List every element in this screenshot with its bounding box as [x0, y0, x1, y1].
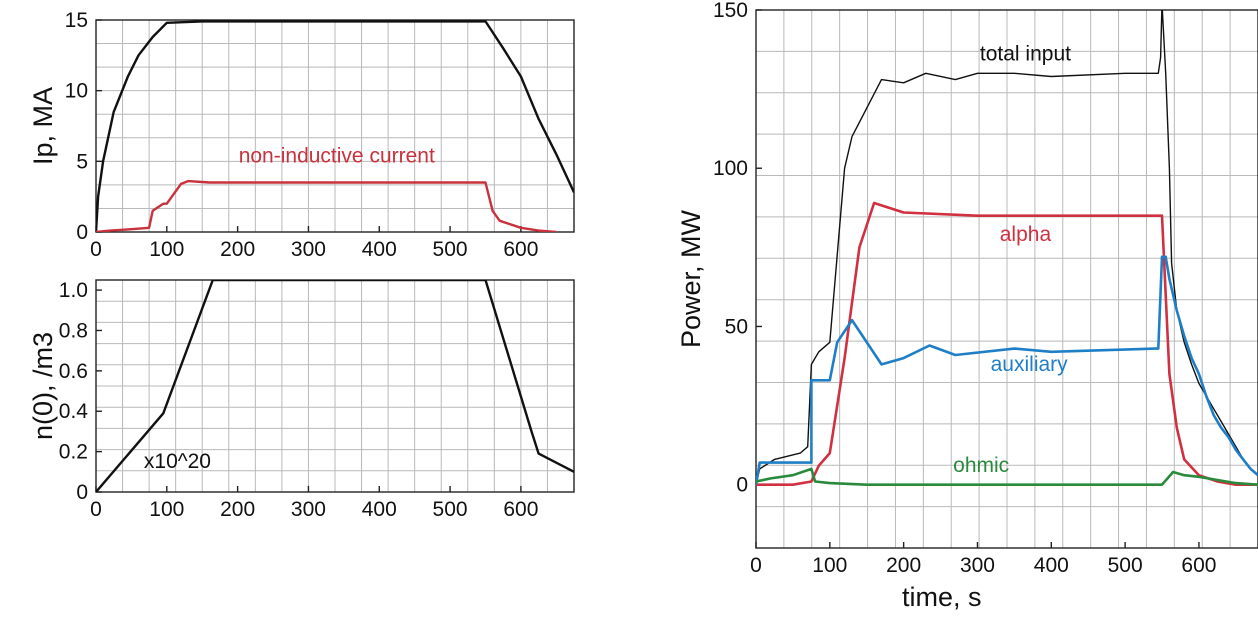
y-tick-label: 0.4 — [59, 400, 89, 423]
density-series-line0 — [96, 280, 574, 492]
ip-chart: 0 100 200 300 400 500 600 0 5 10 15 Ip, MA non-induc… — [28, 9, 575, 261]
power-series-auxiliary — [756, 255, 1258, 485]
y-tick-label: 0.2 — [59, 441, 88, 464]
power-x-axis-label: time, s — [902, 582, 982, 612]
y-tick-label: 0 — [736, 474, 748, 497]
x-tick-label: 300 — [960, 554, 995, 577]
x-tick-label: 200 — [220, 498, 255, 521]
power-y-axis-label: Power, MW — [676, 209, 706, 348]
annotation-auxiliary: auxiliary — [991, 353, 1069, 376]
x-tick-label: 200 — [886, 554, 921, 577]
x-tick-label: 100 — [812, 554, 847, 577]
x-tick-label: 0 — [90, 238, 102, 261]
x-tick-label: 500 — [433, 498, 468, 521]
y-tick-label: 15 — [65, 9, 88, 32]
y-tick-label: 0.8 — [59, 319, 88, 342]
annotation-x10-20: x10^20 — [144, 450, 211, 473]
ip-y-axis-label: Ip, MA — [28, 87, 58, 165]
y-tick-label: 100 — [713, 157, 748, 180]
x-tick-label: 400 — [362, 498, 397, 521]
x-tick-label: 400 — [1034, 554, 1069, 577]
x-tick-label: 400 — [362, 238, 397, 261]
y-tick-label: 0.6 — [59, 360, 88, 383]
x-tick-label: 600 — [1181, 554, 1216, 577]
power-series-alpha — [756, 201, 1258, 487]
x-tick-label: 600 — [503, 238, 538, 261]
x-tick-label: 600 — [503, 498, 538, 521]
x-tick-label: 200 — [220, 238, 255, 261]
y-tick-label: 10 — [65, 80, 88, 103]
power-chart: 0 100 200 300 400 500 600 0 50 100 150 Power, MW tim… — [676, 0, 1258, 612]
annotation-non-inductive-current: non-inductive current — [239, 145, 435, 168]
x-tick-label: 0 — [90, 498, 102, 521]
x-tick-label: 100 — [149, 238, 184, 261]
x-tick-label: 300 — [291, 238, 326, 261]
x-tick-label: 100 — [149, 498, 184, 521]
power-series-ohmic — [756, 467, 1258, 487]
annotation-ohmic: ohmic — [953, 454, 1009, 477]
ip-grid — [96, 20, 574, 232]
annotation-total-input: total input — [980, 43, 1071, 66]
density-y-axis-label: n(0), /m3 — [28, 332, 58, 440]
x-tick-label: 500 — [433, 238, 468, 261]
y-tick-label: 50 — [725, 315, 748, 338]
y-tick-label: 1.0 — [59, 279, 88, 302]
y-tick-label: 5 — [76, 150, 88, 173]
x-tick-label: 500 — [1108, 554, 1143, 577]
x-tick-label: 0 — [750, 554, 762, 577]
annotation-alpha: alpha — [1000, 223, 1052, 246]
density-grid — [96, 280, 574, 492]
ip-frame — [95, 19, 575, 233]
power-series-total-input — [756, 10, 1258, 485]
ip-series-non-inductive-current — [96, 179, 557, 232]
y-tick-label: 150 — [713, 0, 748, 22]
ip-series-line0 — [96, 20, 574, 232]
y-tick-label: 0 — [76, 221, 88, 244]
y-tick-label: 0 — [76, 481, 88, 504]
density-chart: 0 100 200 300 400 500 600 0 0.2 0.4 0.6 0.8 1.0 n(0),… — [28, 279, 575, 521]
x-tick-label: 300 — [291, 498, 326, 521]
power-frame — [755, 9, 1258, 549]
